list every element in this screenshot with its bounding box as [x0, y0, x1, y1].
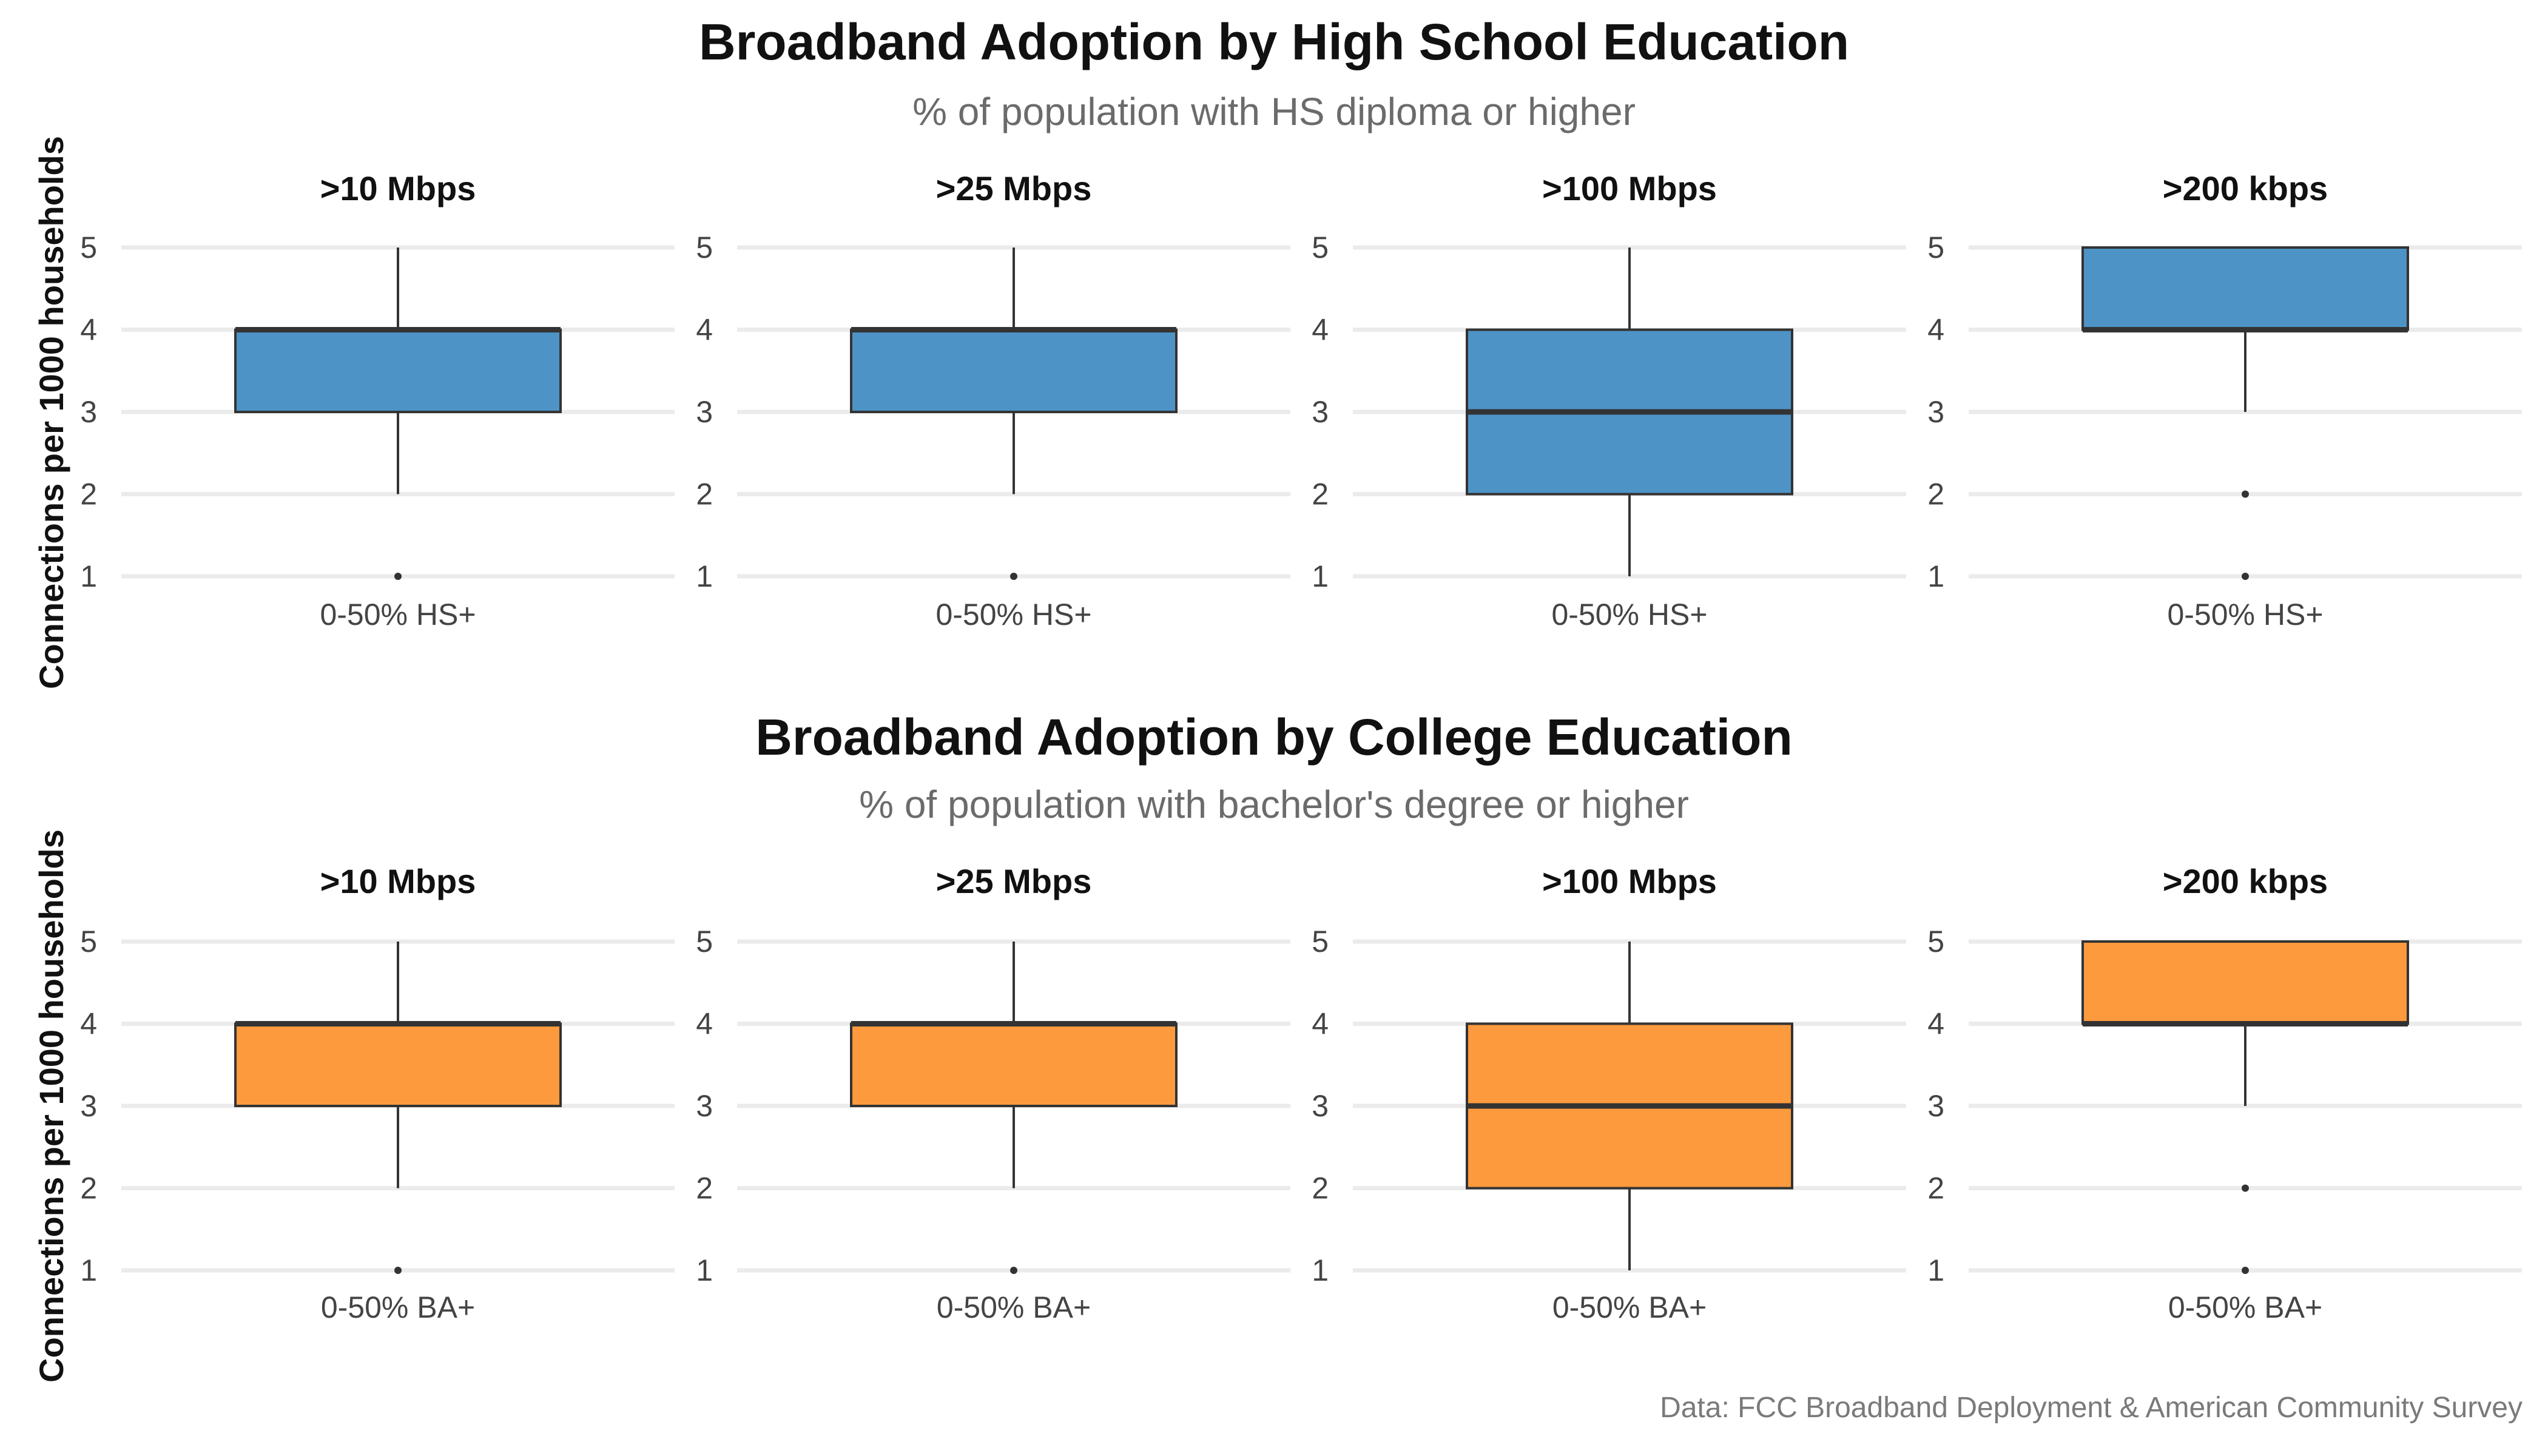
facet-panel: 1 2 3 4 5 >25 Mbps 0-50% HS+ — [696, 169, 1290, 632]
y-tick-label: 3 — [696, 395, 713, 429]
box-iqr — [850, 1022, 1178, 1107]
y-tick-label: 1 — [1312, 559, 1329, 593]
facet-panel: 1 2 3 4 5 >100 Mbps 0-50% HS+ — [1312, 169, 1906, 632]
y-tick-label: 2 — [1927, 477, 1944, 511]
y-tick-label: 3 — [80, 395, 97, 429]
row-subtitle: % of population with bachelor's degree o… — [859, 783, 1689, 826]
y-tick-label: 3 — [1927, 1089, 1944, 1123]
y-tick-label: 5 — [696, 925, 713, 959]
facet-title: >200 kbps — [2163, 169, 2328, 207]
facet-title: >10 Mbps — [320, 862, 476, 900]
y-tick-label: 1 — [696, 559, 713, 593]
box-iqr — [2081, 246, 2409, 331]
y-axis-label: Connections per 1000 households — [32, 136, 70, 689]
y-tick-label: 5 — [1927, 925, 1944, 959]
y-tick-label: 1 — [696, 1253, 713, 1287]
y-tick-label: 5 — [80, 925, 97, 959]
x-category-label: 0-50% HS+ — [1551, 598, 1707, 632]
facet-panel: 1 2 3 4 5 >25 Mbps 0-50% BA+ — [696, 862, 1290, 1324]
y-tick-label: 1 — [1927, 1253, 1944, 1287]
y-tick-label: 5 — [1312, 231, 1329, 265]
y-tick-label: 2 — [1927, 1171, 1944, 1205]
outlier-point — [2242, 573, 2249, 580]
facet-panel: 1 2 3 4 5 >10 Mbps 0-50% HS+ — [80, 169, 675, 632]
y-tick-label: 4 — [1312, 313, 1329, 347]
box-iqr — [850, 328, 1178, 413]
y-tick-label: 3 — [696, 1089, 713, 1123]
y-tick-label: 4 — [80, 1007, 97, 1041]
x-category-label: 0-50% HS+ — [320, 598, 476, 632]
y-tick-label: 2 — [1312, 1171, 1329, 1205]
facet-panel: 1 2 3 4 5 >100 Mbps 0-50% BA+ — [1312, 862, 1906, 1324]
y-tick-label: 2 — [80, 477, 97, 511]
facet-title: >10 Mbps — [320, 169, 476, 207]
x-category-label: 0-50% BA+ — [2168, 1290, 2322, 1324]
y-tick-label: 2 — [696, 477, 713, 511]
box-iqr — [234, 1022, 562, 1107]
y-axis-label: Connections per 1000 households — [32, 829, 70, 1383]
y-tick-label: 3 — [1312, 1089, 1329, 1123]
outlier-point — [2242, 490, 2249, 498]
facet-title: >25 Mbps — [936, 169, 1092, 207]
row-subtitle: % of population with HS diploma or highe… — [912, 90, 1636, 133]
y-tick-label: 4 — [696, 313, 713, 347]
y-tick-label: 4 — [696, 1007, 713, 1041]
y-tick-label: 2 — [80, 1171, 97, 1205]
facet-panel: 1 2 3 4 5 >10 Mbps 0-50% BA+ — [80, 862, 675, 1324]
y-tick-label: 3 — [80, 1089, 97, 1123]
y-tick-label: 5 — [696, 231, 713, 265]
y-tick-label: 1 — [1927, 559, 1944, 593]
box-iqr — [2081, 940, 2409, 1025]
x-category-label: 0-50% BA+ — [937, 1290, 1091, 1324]
outlier-point — [2242, 1184, 2249, 1192]
y-tick-label: 3 — [1927, 395, 1944, 429]
y-tick-label: 2 — [696, 1171, 713, 1205]
y-tick-label: 4 — [1312, 1007, 1329, 1041]
y-tick-label: 4 — [80, 313, 97, 347]
y-tick-label: 4 — [1927, 1007, 1944, 1041]
y-tick-label: 1 — [80, 559, 97, 593]
outlier-point — [1010, 1267, 1017, 1274]
row-title: Broadband Adoption by College Education — [755, 709, 1793, 766]
outlier-point — [2242, 1267, 2249, 1274]
y-tick-label: 2 — [1312, 477, 1329, 511]
y-tick-label: 5 — [80, 231, 97, 265]
facet-title: >100 Mbps — [1542, 862, 1717, 900]
chart-row-2: Broadband Adoption by College Education%… — [32, 709, 2522, 1383]
box-iqr — [234, 328, 562, 413]
source-caption: Data: FCC Broadband Deployment & America… — [1660, 1392, 2523, 1424]
x-category-label: 0-50% BA+ — [1552, 1290, 1707, 1324]
facet-title: >100 Mbps — [1542, 169, 1717, 207]
y-tick-label: 5 — [1927, 231, 1944, 265]
y-tick-label: 1 — [80, 1253, 97, 1287]
outlier-point — [394, 573, 402, 580]
y-tick-label: 3 — [1312, 395, 1329, 429]
x-category-label: 0-50% HS+ — [935, 598, 1091, 632]
row-title: Broadband Adoption by High School Educat… — [699, 13, 1849, 70]
y-tick-label: 5 — [1312, 925, 1329, 959]
x-category-label: 0-50% HS+ — [2167, 598, 2323, 632]
outlier-point — [394, 1267, 402, 1274]
facet-panel: 1 2 3 4 5 >200 kbps 0-50% BA+ — [1927, 862, 2522, 1324]
facet-title: >200 kbps — [2163, 862, 2328, 900]
facet-panel: 1 2 3 4 5 >200 kbps 0-50% HS+ — [1927, 169, 2522, 632]
outlier-point — [1010, 573, 1017, 580]
y-tick-label: 4 — [1927, 313, 1944, 347]
chart-row-1: Broadband Adoption by High School Educat… — [32, 13, 2522, 689]
facet-title: >25 Mbps — [936, 862, 1092, 900]
x-category-label: 0-50% BA+ — [321, 1290, 475, 1324]
y-tick-label: 1 — [1312, 1253, 1329, 1287]
